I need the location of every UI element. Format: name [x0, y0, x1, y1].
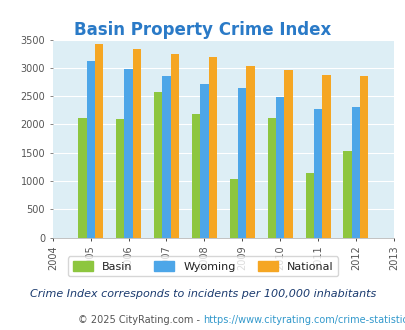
Bar	[116, 119, 124, 238]
Bar	[246, 66, 254, 238]
Bar	[153, 92, 162, 238]
Bar	[170, 54, 179, 238]
Bar	[267, 118, 275, 238]
Bar	[132, 49, 141, 238]
Text: https://www.cityrating.com/crime-statistics/: https://www.cityrating.com/crime-statist…	[202, 315, 405, 325]
Legend: Basin, Wyoming, National: Basin, Wyoming, National	[68, 256, 337, 276]
Bar	[162, 76, 170, 238]
Text: © 2025 CityRating.com -: © 2025 CityRating.com -	[78, 315, 202, 325]
Bar	[359, 76, 367, 238]
Bar	[305, 173, 313, 238]
Bar	[275, 97, 284, 238]
Bar	[86, 60, 95, 238]
Bar	[313, 109, 322, 238]
Bar	[192, 114, 200, 238]
Bar	[95, 44, 103, 238]
Bar	[343, 151, 351, 238]
Bar	[78, 118, 86, 238]
Bar	[284, 70, 292, 238]
Bar	[237, 88, 246, 238]
Bar	[229, 179, 237, 238]
Text: Crime Index corresponds to incidents per 100,000 inhabitants: Crime Index corresponds to incidents per…	[30, 289, 375, 299]
Bar	[208, 56, 216, 238]
Bar	[322, 75, 330, 238]
Text: Basin Property Crime Index: Basin Property Crime Index	[74, 21, 331, 39]
Bar	[200, 84, 208, 238]
Bar	[124, 69, 132, 238]
Bar	[351, 107, 359, 238]
